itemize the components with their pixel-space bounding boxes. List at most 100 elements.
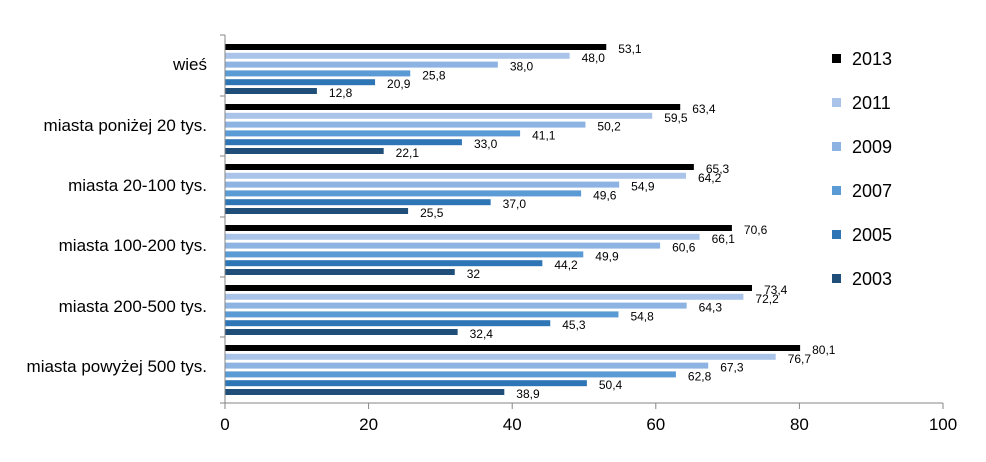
- legend-swatch: [832, 230, 841, 239]
- x-tick-label: 100: [929, 415, 957, 434]
- legend-swatch: [832, 98, 841, 107]
- bar-2011-5: [225, 353, 776, 360]
- bar-value-label: 12,8: [329, 86, 353, 100]
- bar-2011-4: [225, 293, 744, 300]
- category-label: miasta powyżej 500 tys.: [27, 357, 207, 376]
- legend: 2013 2011 2009 2007 2005 2003: [832, 49, 892, 289]
- bar-value-label: 50,4: [599, 378, 623, 392]
- bar-2011-2: [225, 172, 686, 179]
- legend-item-2007: 2007: [832, 181, 892, 201]
- bar-2007-2: [225, 190, 582, 197]
- legend-label: 2007: [852, 181, 892, 201]
- bar-2013-1: [225, 104, 681, 110]
- bar-value-label: 49,9: [595, 249, 619, 263]
- bar-value-label: 33,0: [474, 137, 498, 151]
- bar-value-label: 73,4: [764, 283, 788, 297]
- bar-2003-0: [225, 88, 317, 94]
- bar-2003-4: [225, 329, 458, 335]
- bar-2009-0: [225, 61, 498, 68]
- category-label: miasta 100-200 tys.: [59, 236, 207, 255]
- x-tick-label: 0: [220, 415, 229, 434]
- x-tick-label: 80: [790, 415, 809, 434]
- legend-swatch: [832, 274, 841, 283]
- category-label: wieś: [172, 55, 207, 74]
- bar-value-label: 32: [467, 267, 481, 281]
- bar-value-label: 80,1: [812, 343, 836, 357]
- bar-value-label: 25,8: [422, 68, 446, 82]
- bar-value-label: 59,5: [664, 111, 688, 125]
- bar-2009-1: [225, 121, 586, 128]
- bar-value-label: 72,2: [755, 292, 779, 306]
- bar-2005-0: [225, 79, 376, 86]
- legend-item-2011: 2011: [832, 93, 891, 113]
- x-tick-label: 40: [503, 415, 522, 434]
- bar-2011-0: [225, 52, 570, 59]
- axes: [220, 34, 943, 404]
- bar-value-label: 64,2: [698, 171, 722, 185]
- bar-value-label: 62,8: [688, 369, 712, 383]
- bar-value-label: 67,3: [720, 361, 744, 375]
- legend-swatch: [832, 186, 841, 195]
- category-label: miasta 200-500 tys.: [59, 297, 207, 316]
- bar-value-label: 22,1: [396, 146, 420, 160]
- bar-2005-3: [225, 260, 543, 267]
- legend-item-2003: 2003: [832, 269, 892, 289]
- bar-2005-4: [225, 320, 551, 327]
- bar-2007-0: [225, 70, 411, 77]
- bar-value-label: 54,9: [631, 180, 655, 194]
- bar-2009-5: [225, 362, 709, 369]
- bar-2007-3: [225, 251, 584, 258]
- bar-2007-1: [225, 130, 521, 137]
- legend-label: 2009: [852, 137, 892, 157]
- bar-2005-5: [225, 380, 587, 387]
- bar-2013-5: [225, 345, 801, 351]
- bar-2003-2: [225, 208, 409, 214]
- bar-value-label: 70,6: [744, 223, 768, 237]
- bar-value-label: 38,0: [510, 60, 534, 74]
- bar-value-label: 45,3: [562, 318, 586, 332]
- category-label: miasta poniżej 20 tys.: [44, 116, 207, 135]
- bar-value-label: 53,1: [618, 42, 642, 56]
- legend-label: 2005: [852, 225, 892, 245]
- bar-value-label: 32,4: [470, 327, 494, 341]
- bar-2013-2: [225, 164, 694, 170]
- bar-value-label: 48,0: [582, 51, 606, 65]
- bar-2003-1: [225, 148, 384, 154]
- bar-2013-3: [225, 225, 732, 231]
- legend-label: 2011: [852, 93, 891, 113]
- bar-value-label: 41,1: [532, 128, 556, 142]
- bar-2005-2: [225, 199, 491, 206]
- bar-value-label: 66,1: [712, 232, 736, 246]
- bar-value-label: 25,5: [420, 206, 444, 220]
- x-tick-label: 20: [359, 415, 378, 434]
- bar-2013-4: [225, 285, 753, 291]
- value-labels-layer: 53,1 48,0 38,0 25,8 20,9 12,8 63,4 59,5 50,2 41,1…: [329, 42, 836, 401]
- bar-2007-4: [225, 311, 619, 318]
- legend-label: 2013: [852, 49, 892, 69]
- bar-value-label: 54,8: [630, 309, 654, 323]
- bar-2003-5: [225, 389, 505, 395]
- bar-value-label: 50,2: [597, 120, 621, 134]
- bar-value-label: 76,7: [788, 352, 812, 366]
- bar-value-label: 20,9: [387, 77, 411, 91]
- bar-value-label: 63,4: [692, 102, 716, 116]
- legend-swatch: [832, 142, 841, 151]
- bar-2003-3: [225, 269, 455, 275]
- legend-item-2009: 2009: [832, 137, 892, 157]
- bar-2009-3: [225, 242, 661, 249]
- bar-value-label: 37,0: [503, 197, 527, 211]
- bar-2011-1: [225, 112, 653, 119]
- x-axis-ticks: 0 20 40 60 80 100: [220, 403, 957, 434]
- bar-2009-2: [225, 181, 620, 188]
- legend-item-2005: 2005: [832, 225, 892, 245]
- bar-2005-1: [225, 139, 462, 146]
- category-label: miasta 20-100 tys.: [68, 176, 207, 195]
- bar-value-label: 44,2: [554, 258, 578, 272]
- legend-swatch: [832, 54, 841, 63]
- x-tick-label: 60: [646, 415, 665, 434]
- bar-value-label: 65,3: [706, 162, 730, 176]
- bar-value-label: 64,3: [699, 301, 723, 315]
- bar-2011-3: [225, 233, 700, 240]
